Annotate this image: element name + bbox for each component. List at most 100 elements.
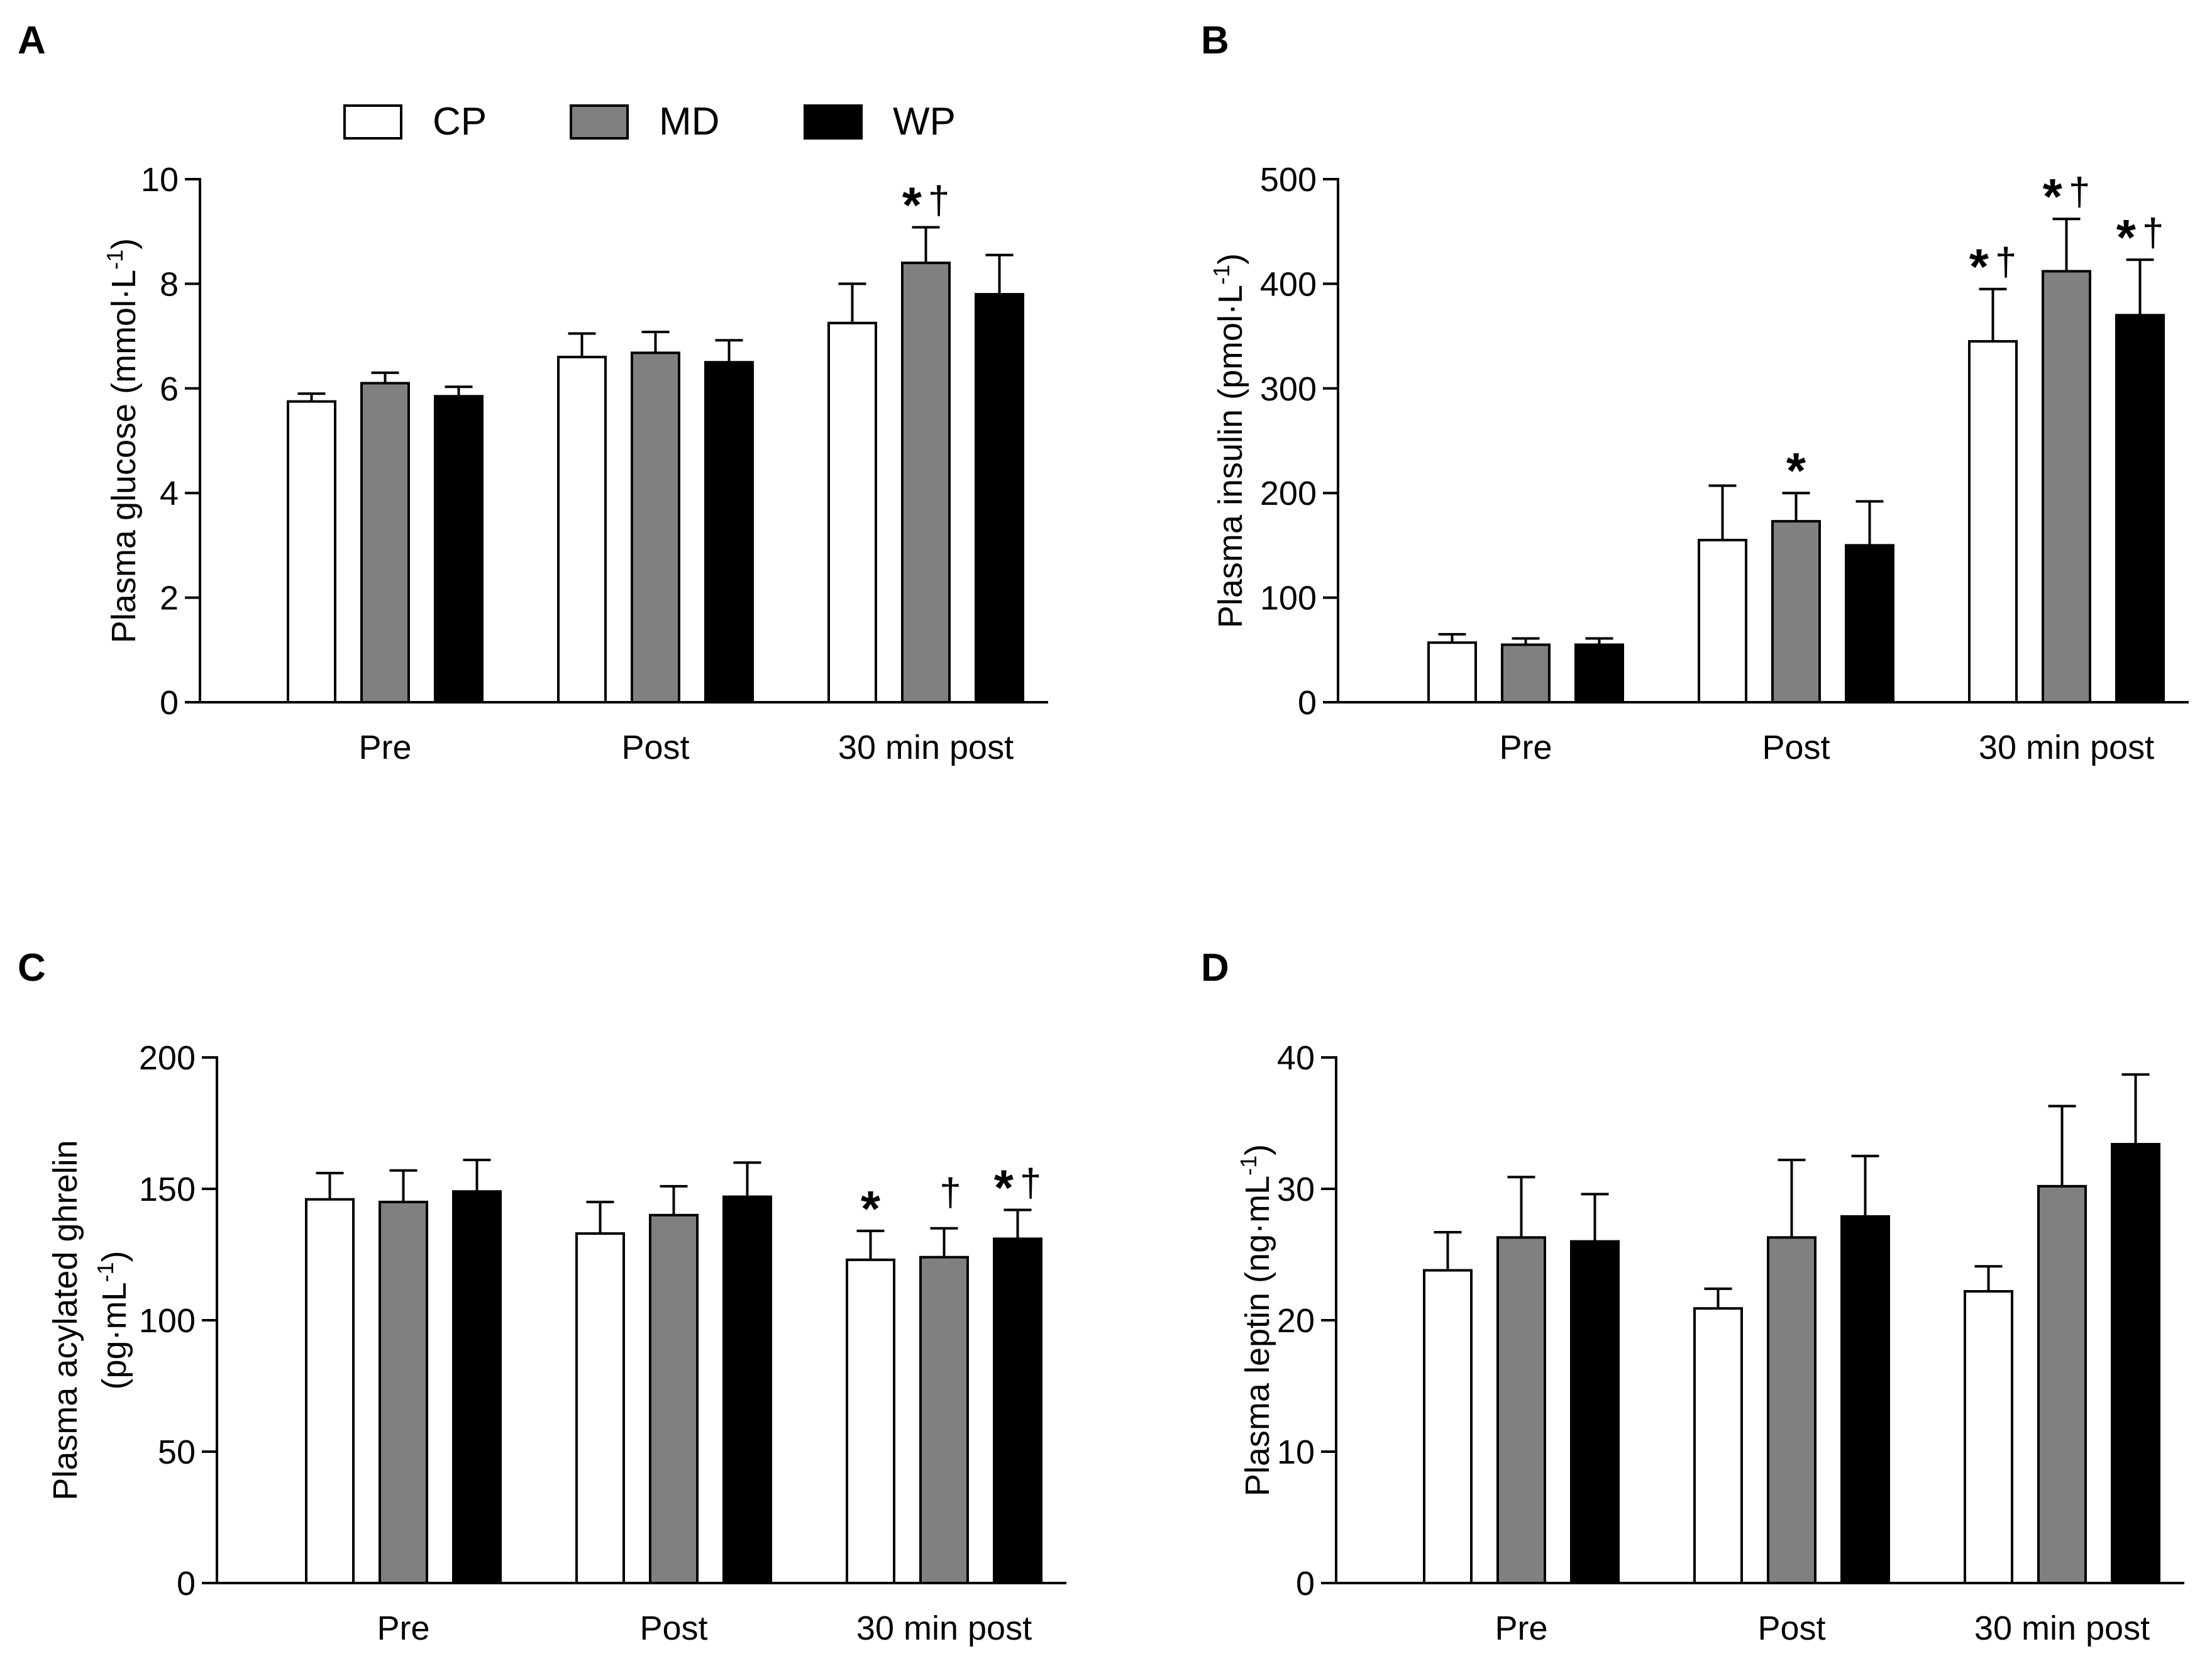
legend-swatch-wp — [804, 104, 863, 140]
panel-b-category-label: Post — [1762, 729, 1830, 766]
panel-c-bar-md — [649, 1213, 699, 1585]
panel-b-y-tick-label: 0 — [1298, 684, 1317, 722]
panel-c-y-tick-label: 200 — [139, 1039, 196, 1077]
panel-a-letter: A — [18, 19, 46, 62]
panel-b-bar-md — [1501, 643, 1551, 704]
panel-c-y-title-2: (pg·mL-1) — [92, 1250, 134, 1389]
panel-c-bar-wp — [452, 1190, 502, 1585]
panel-d: D 0 10 20 30 40 Plasma leptin (ng·mL-1) Pre Post… — [1201, 946, 2184, 1647]
panel-d-category-label: Post — [1757, 1609, 1825, 1647]
panel-c-bar-cp — [846, 1258, 895, 1584]
panel-a-category-label: Post — [621, 729, 689, 766]
panel-d-bar-wp — [1840, 1215, 1890, 1584]
panel-a-bar-cp — [827, 321, 877, 704]
panel-a-y-tick-label: 2 — [160, 580, 179, 617]
panel-a-bar-md — [901, 262, 951, 704]
panel-c-bar-wp — [722, 1195, 772, 1585]
panel-c-y-tick-label: 0 — [177, 1565, 196, 1603]
panel-b-bar-wp — [1574, 643, 1624, 704]
panel-b-bar-md — [1771, 520, 1821, 704]
panel-b-y-tick-label: 500 — [1260, 161, 1317, 199]
panel-b-bar-wp — [1845, 544, 1894, 704]
panel-d-letter: D — [1201, 946, 1229, 990]
panel-b-significance-mark-wp: * † — [2116, 209, 2164, 265]
panel-c: C 0 50 100 150 200 Plasma acylated ghrelin (pg·… — [18, 946, 1066, 1647]
panels: A 0 2 4 6 8 10 Plasma glucose (mmol·L-1) Pre Post… — [18, 19, 2189, 1647]
legend-label-md: MD — [659, 100, 719, 143]
legend-swatch-md — [570, 104, 629, 140]
panel-d-y-tick-label: 30 — [1277, 1171, 1315, 1208]
panel-b-letter: B — [1201, 19, 1229, 62]
panel-b-y-title: Plasma insulin (pmol·L-1) — [1208, 253, 1250, 628]
panel-b-significance-mark-md: * — [1786, 443, 1806, 499]
panel-a-bar-wp — [975, 293, 1024, 704]
panel-d-bar-md — [1767, 1236, 1817, 1584]
panel-a-bar-wp — [434, 395, 484, 704]
panel-b-y-tick-label: 200 — [1260, 475, 1317, 512]
panel-d-bar-md — [2037, 1184, 2087, 1584]
legend-label-cp: CP — [433, 100, 487, 143]
panel-c-y-tick-label: 150 — [139, 1171, 196, 1208]
panel-d-category-label: Pre — [1495, 1609, 1547, 1647]
panel-d-bar-cp — [1964, 1290, 2013, 1585]
panel-b-bar-cp — [1968, 339, 2018, 704]
panel-d-y-tick-label: 20 — [1277, 1302, 1315, 1340]
panel-d-bar-cp — [1423, 1269, 1473, 1584]
panel-d-y-tick-label: 0 — [1296, 1565, 1315, 1603]
panel-a-y-title: Plasma glucose (mmol·L-1) — [102, 238, 143, 643]
panel-a-y-tick-label: 0 — [160, 684, 179, 722]
panel-c-letter: C — [18, 946, 46, 990]
panel-d-y-tick-label: 40 — [1277, 1039, 1315, 1077]
panel-a-y-tick-label: 6 — [160, 370, 179, 408]
panel-d-bar-wp — [2111, 1142, 2160, 1584]
panel-d-bar-cp — [1693, 1307, 1743, 1584]
panel-c-y-tick-label: 50 — [158, 1433, 196, 1471]
panel-a-y-tick-label: 10 — [141, 161, 179, 199]
panel-a-bar-wp — [704, 361, 754, 704]
panel-d-category-label: 30 min post — [1974, 1609, 2150, 1647]
panel-d-y-title: Plasma leptin (ng·mL-1) — [1236, 1144, 1277, 1496]
panel-a-bar-md — [631, 351, 680, 704]
panel-c-category-label: 30 min post — [856, 1609, 1032, 1647]
panel-b-y-tick-label: 400 — [1260, 265, 1317, 303]
panel-a-significance-mark-md: * † — [902, 177, 950, 233]
legend: CP MD WP — [343, 100, 956, 143]
panel-a-bar-cp — [287, 400, 336, 704]
panel-a-bar-md — [360, 382, 410, 704]
panel-b-bar-cp — [1698, 539, 1747, 704]
panel-d-y-tick-label: 10 — [1277, 1433, 1315, 1471]
panel-c-bar-cp — [305, 1198, 355, 1584]
panel-d-bar-wp — [1570, 1240, 1620, 1584]
panel-a: A 0 2 4 6 8 10 Plasma glucose (mmol·L-1) Pre Post… — [18, 19, 1048, 766]
panel-c-bar-md — [919, 1255, 969, 1585]
legend-swatch-cp — [343, 104, 402, 140]
panel-b-bar-cp — [1427, 641, 1477, 704]
panel-a-category-label: Pre — [358, 729, 411, 766]
panel-c-bar-cp — [575, 1232, 625, 1585]
panel-b: B 0 100 200 300 400 500 Plasma insulin (pmol·L-… — [1201, 19, 2189, 766]
panel-c-y-tick-label: 100 — [139, 1302, 196, 1340]
panel-b-category-label: 30 min post — [1979, 729, 2154, 766]
panel-c-significance-mark-cp: * — [861, 1181, 881, 1237]
panel-c-y-title: Plasma acylated ghrelin — [47, 1140, 84, 1500]
panel-c-significance-mark-wp: * † — [994, 1159, 1042, 1215]
panel-b-y-tick-label: 300 — [1260, 370, 1317, 408]
panel-b-bar-wp — [2115, 314, 2165, 704]
panel-c-bar-md — [379, 1200, 428, 1584]
panel-c-significance-mark-md: † — [939, 1171, 961, 1215]
panel-a-y-tick-label: 4 — [160, 475, 179, 512]
panel-b-y-tick-label: 100 — [1260, 580, 1317, 617]
panel-b-significance-mark-md: * † — [2043, 168, 2091, 224]
panel-b-bar-md — [2042, 270, 2091, 704]
panel-c-bar-wp — [993, 1237, 1042, 1585]
panel-a-category-label: 30 min post — [838, 729, 1014, 766]
panel-a-y-tick-label: 8 — [160, 265, 179, 303]
panel-d-bar-md — [1496, 1236, 1546, 1584]
panel-c-category-label: Post — [639, 1609, 707, 1647]
panel-a-bar-cp — [557, 355, 607, 704]
legend-label-wp: WP — [893, 100, 956, 143]
panel-c-category-label: Pre — [377, 1609, 429, 1647]
panel-b-category-label: Pre — [1499, 729, 1552, 766]
panel-b-significance-mark-cp: * † — [1969, 239, 2017, 295]
